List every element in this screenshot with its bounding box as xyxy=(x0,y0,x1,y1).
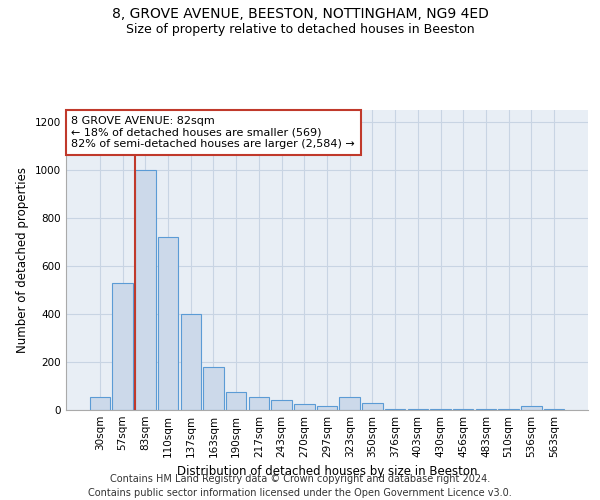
Bar xyxy=(112,283,133,410)
Bar xyxy=(362,403,383,410)
Bar xyxy=(271,400,292,410)
Bar xyxy=(181,314,201,410)
Bar xyxy=(521,406,542,410)
Bar xyxy=(544,409,564,410)
Y-axis label: Number of detached properties: Number of detached properties xyxy=(16,167,29,353)
Bar xyxy=(317,406,337,410)
Bar xyxy=(294,404,314,410)
X-axis label: Distribution of detached houses by size in Beeston: Distribution of detached houses by size … xyxy=(177,466,477,478)
Text: Contains HM Land Registry data © Crown copyright and database right 2024.
Contai: Contains HM Land Registry data © Crown c… xyxy=(88,474,512,498)
Bar xyxy=(499,409,519,410)
Bar xyxy=(385,409,406,410)
Text: Size of property relative to detached houses in Beeston: Size of property relative to detached ho… xyxy=(125,22,475,36)
Bar xyxy=(226,392,247,410)
Bar xyxy=(248,397,269,410)
Bar xyxy=(476,409,496,410)
Bar xyxy=(135,170,155,410)
Text: 8, GROVE AVENUE, BEESTON, NOTTINGHAM, NG9 4ED: 8, GROVE AVENUE, BEESTON, NOTTINGHAM, NG… xyxy=(112,8,488,22)
Text: 8 GROVE AVENUE: 82sqm
← 18% of detached houses are smaller (569)
82% of semi-det: 8 GROVE AVENUE: 82sqm ← 18% of detached … xyxy=(71,116,355,149)
Bar xyxy=(340,397,360,410)
Bar xyxy=(407,409,428,410)
Bar xyxy=(430,409,451,410)
Bar xyxy=(203,367,224,410)
Bar xyxy=(158,237,178,410)
Bar xyxy=(453,409,473,410)
Bar xyxy=(90,397,110,410)
